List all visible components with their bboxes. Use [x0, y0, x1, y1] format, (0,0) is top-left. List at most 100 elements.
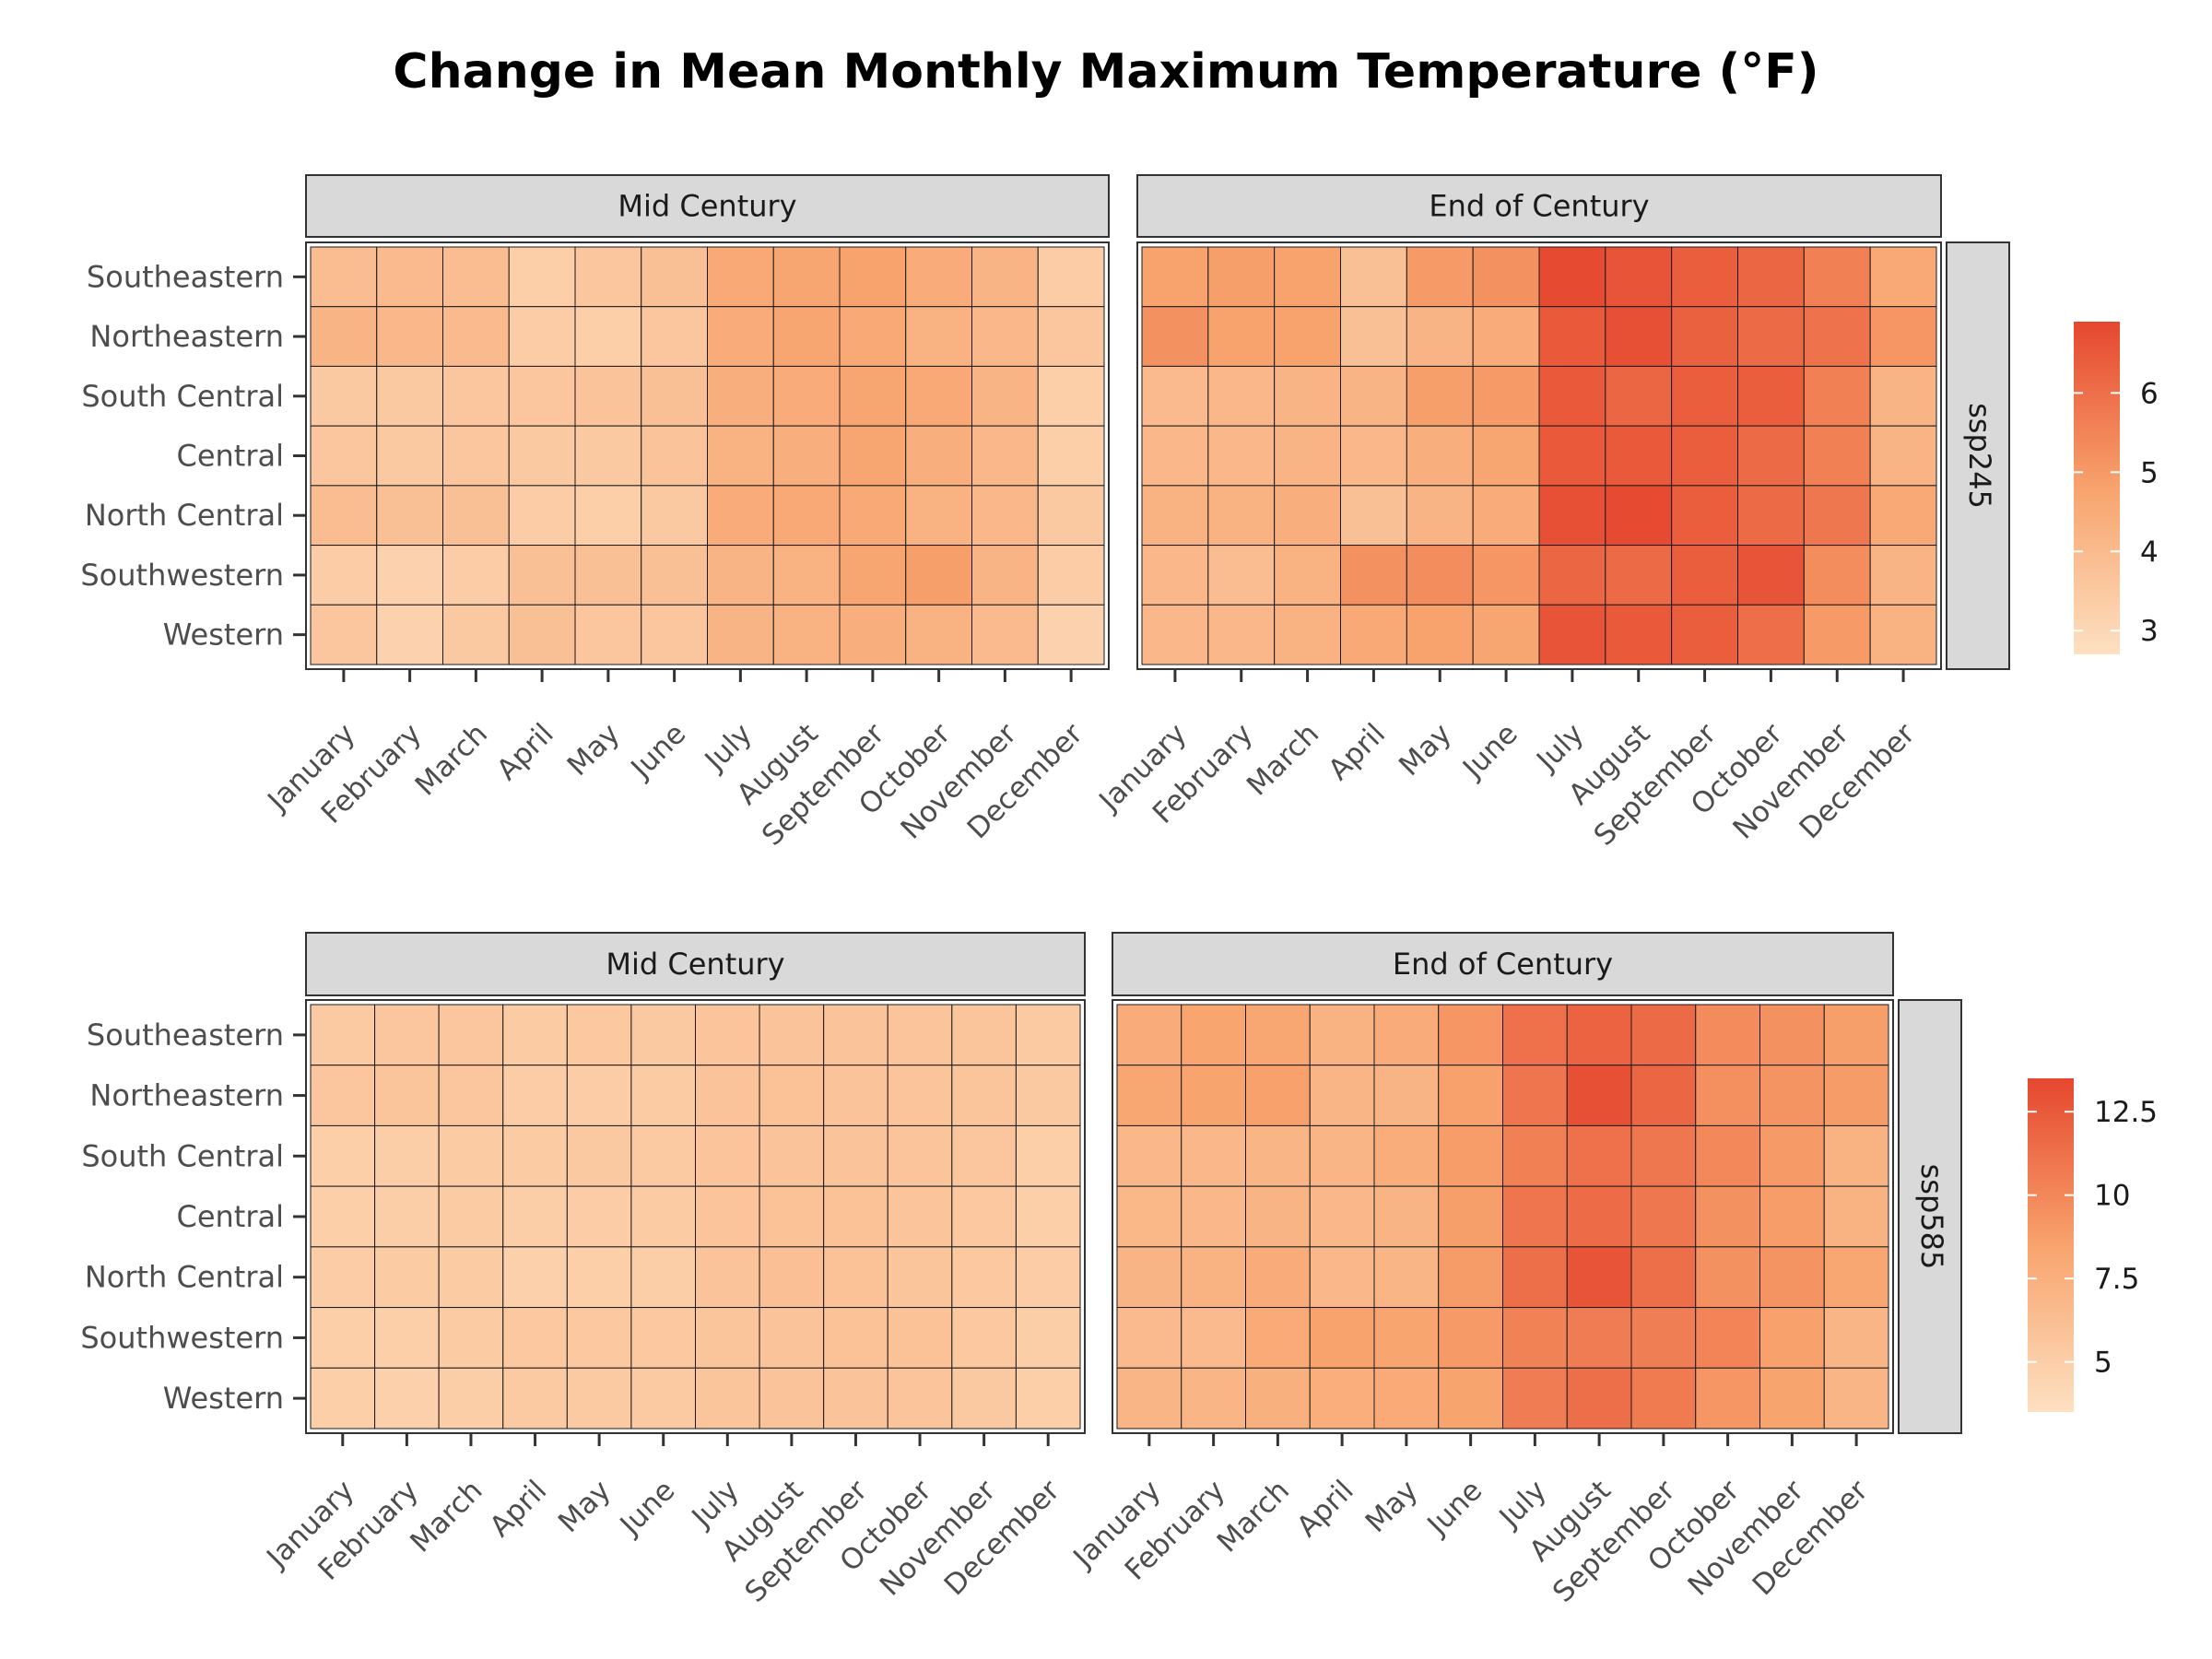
heatmap-cell-end-of-century-ssp585-western-october — [1695, 1367, 1760, 1430]
heatmap-cell-mid-century-ssp245-southeastern-january — [310, 246, 378, 308]
heatmap-cell-end-of-century-ssp245-north-central-march — [1274, 485, 1341, 547]
heatmap-cell-mid-century-ssp245-central-may — [574, 425, 642, 487]
heatmap-cell-end-of-century-ssp585-central-december — [1823, 1185, 1889, 1248]
heatmap-cell-end-of-century-ssp585-western-july — [1502, 1367, 1568, 1430]
heatmap-cell-mid-century-ssp585-south-central-may — [566, 1124, 632, 1187]
heatmap-cell-mid-century-ssp245-southwestern-october — [905, 545, 972, 606]
heatmap-cell-mid-century-ssp585-south-central-july — [695, 1124, 760, 1187]
heatmap-cell-end-of-century-ssp585-southwestern-november — [1759, 1307, 1825, 1369]
heatmap-cell-end-of-century-ssp245-southeastern-january — [1141, 246, 1209, 308]
heatmap-cell-mid-century-ssp585-southwestern-december — [1015, 1307, 1081, 1369]
heatmap-cell-end-of-century-ssp585-southwestern-march — [1245, 1307, 1311, 1369]
heatmap-cell-mid-century-ssp585-western-february — [374, 1367, 440, 1430]
heatmap-cell-end-of-century-ssp245-northeastern-july — [1538, 306, 1606, 367]
heatmap-cell-end-of-century-ssp585-southwestern-june — [1438, 1307, 1503, 1369]
heatmap-cell-end-of-century-ssp585-central-may — [1373, 1185, 1440, 1248]
row-strip-label-ssp585: ssp585 — [1914, 1164, 1949, 1270]
heatmap-cell-end-of-century-ssp585-western-december — [1823, 1367, 1889, 1430]
heatmap-cell-mid-century-ssp585-central-september — [823, 1185, 888, 1248]
heatmap-cell-end-of-century-ssp585-central-february — [1181, 1185, 1246, 1248]
heatmap-cell-end-of-century-ssp245-north-central-june — [1472, 485, 1540, 547]
heatmap-cell-end-of-century-ssp585-north-central-january — [1116, 1246, 1182, 1309]
heatmap-cell-end-of-century-ssp245-central-may — [1406, 425, 1474, 487]
heatmap-cell-mid-century-ssp245-central-december — [1037, 425, 1105, 487]
heatmap-cell-mid-century-ssp585-north-central-june — [630, 1246, 697, 1309]
heatmap-cell-mid-century-ssp585-northeastern-february — [374, 1065, 440, 1126]
heatmap-cell-end-of-century-ssp245-central-june — [1472, 425, 1540, 487]
heatmap-cell-mid-century-ssp245-southwestern-may — [574, 545, 642, 606]
facet-strip-mid-century-ssp585 — [305, 932, 1086, 996]
heatmap-cell-end-of-century-ssp585-northeastern-august — [1566, 1065, 1632, 1126]
row-strip-ssp245 — [1946, 241, 2010, 670]
heatmap-cell-mid-century-ssp585-northeastern-august — [759, 1065, 825, 1126]
y-tick-label-northeastern: Northeastern — [89, 1078, 284, 1113]
heatmap-cell-mid-century-ssp245-northeastern-september — [839, 306, 907, 367]
heatmap-cell-end-of-century-ssp245-south-central-september — [1671, 365, 1738, 427]
heatmap-cell-mid-century-ssp585-southwestern-october — [887, 1307, 953, 1369]
heatmap-cell-end-of-century-ssp245-central-march — [1274, 425, 1341, 487]
heatmap-cell-mid-century-ssp585-southwestern-february — [374, 1307, 440, 1369]
heatmap-cell-mid-century-ssp245-northeastern-july — [707, 306, 774, 367]
heatmap-cell-end-of-century-ssp245-western-march — [1274, 604, 1341, 665]
x-tick-label-june: June — [1455, 717, 1524, 786]
heatmap-cell-mid-century-ssp245-southeastern-december — [1037, 246, 1105, 308]
heatmap-cell-end-of-century-ssp245-western-january — [1141, 604, 1209, 665]
y-tick-label-south-central: South Central — [81, 1138, 284, 1173]
heatmap-cell-mid-century-ssp585-north-central-august — [759, 1246, 825, 1309]
heatmap-cell-mid-century-ssp585-central-august — [759, 1185, 825, 1248]
heatmap-cell-mid-century-ssp245-central-november — [971, 425, 1039, 487]
legend-tick-label: 7.5 — [2094, 1263, 2139, 1296]
heatmap-cell-end-of-century-ssp585-south-central-october — [1695, 1124, 1760, 1187]
heatmap-cell-mid-century-ssp245-north-central-march — [442, 485, 510, 547]
heatmap-cell-end-of-century-ssp245-northeastern-march — [1274, 306, 1341, 367]
heatmap-cell-end-of-century-ssp585-central-april — [1309, 1185, 1375, 1248]
heatmap-cell-mid-century-ssp245-western-february — [376, 604, 443, 665]
heatmap-cell-mid-century-ssp245-south-central-august — [772, 365, 841, 427]
heatmap-cell-mid-century-ssp585-north-central-november — [951, 1246, 1017, 1309]
heatmap-cell-end-of-century-ssp245-central-august — [1605, 425, 1673, 487]
heatmap-cell-mid-century-ssp245-central-june — [641, 425, 708, 487]
heatmap-cell-end-of-century-ssp245-south-central-january — [1141, 365, 1209, 427]
facet-strip-mid-century-ssp245 — [305, 174, 1110, 238]
heatmap-cell-end-of-century-ssp245-central-april — [1340, 425, 1407, 487]
heatmap-cell-end-of-century-ssp245-southwestern-september — [1671, 545, 1738, 606]
heatmap-cell-end-of-century-ssp245-north-central-september — [1671, 485, 1738, 547]
heatmap-cell-mid-century-ssp245-western-june — [641, 604, 708, 665]
heatmap-cell-mid-century-ssp585-western-october — [887, 1367, 953, 1430]
heatmap-cell-end-of-century-ssp245-central-january — [1141, 425, 1209, 487]
heatmap-cell-mid-century-ssp585-south-central-september — [823, 1124, 888, 1187]
heatmap-cell-end-of-century-ssp245-southwestern-october — [1737, 545, 1805, 606]
heatmap-cell-end-of-century-ssp585-western-march — [1245, 1367, 1311, 1430]
heatmap-cell-mid-century-ssp245-northeastern-march — [442, 306, 510, 367]
y-tick-label-western: Western — [163, 1381, 284, 1416]
heatmap-cell-end-of-century-ssp585-north-central-september — [1630, 1246, 1697, 1309]
heatmap-cell-end-of-century-ssp585-northeastern-february — [1181, 1065, 1246, 1126]
heatmap-cell-mid-century-ssp585-north-central-january — [310, 1246, 376, 1309]
legend-tick-label: 4 — [2140, 535, 2159, 569]
heatmap-cell-end-of-century-ssp245-south-central-october — [1737, 365, 1805, 427]
heatmap-cell-end-of-century-ssp245-southwestern-april — [1340, 545, 1407, 606]
heatmap-cell-end-of-century-ssp245-northeastern-april — [1340, 306, 1407, 367]
heatmap-cell-mid-century-ssp585-north-central-march — [438, 1246, 504, 1309]
heatmap-cell-end-of-century-ssp585-south-central-november — [1759, 1124, 1825, 1187]
heatmap-cell-end-of-century-ssp245-central-july — [1538, 425, 1606, 487]
heatmap-cell-mid-century-ssp585-central-november — [951, 1185, 1017, 1248]
heatmap-cell-end-of-century-ssp585-western-november — [1759, 1367, 1825, 1430]
facet-label-end-of-century-ssp585: End of Century — [1393, 947, 1613, 982]
heatmap-cell-mid-century-ssp245-northeastern-december — [1037, 306, 1105, 367]
heatmap-cell-end-of-century-ssp245-south-central-may — [1406, 365, 1474, 427]
heatmap-cell-end-of-century-ssp585-northeastern-may — [1373, 1065, 1440, 1126]
heatmap-cell-end-of-century-ssp245-northeastern-may — [1406, 306, 1474, 367]
heatmap-cell-end-of-century-ssp585-south-central-april — [1309, 1124, 1375, 1187]
y-tick-label-southeastern: Southeastern — [87, 259, 284, 294]
heatmap-cell-mid-century-ssp585-southwestern-july — [695, 1307, 760, 1369]
heatmap-cell-end-of-century-ssp585-central-october — [1695, 1185, 1760, 1248]
heatmap-cell-mid-century-ssp585-northeastern-june — [630, 1065, 697, 1126]
heatmap-cell-end-of-century-ssp245-central-december — [1869, 425, 1937, 487]
heatmap-cell-end-of-century-ssp245-southeastern-october — [1737, 246, 1805, 308]
heatmap-cell-mid-century-ssp245-southwestern-january — [310, 545, 378, 606]
heatmap-cell-mid-century-ssp585-south-central-january — [310, 1124, 376, 1187]
heatmap-cell-mid-century-ssp245-south-central-february — [376, 365, 443, 427]
heatmap-cell-end-of-century-ssp245-western-june — [1472, 604, 1540, 665]
heatmap-cell-end-of-century-ssp585-central-january — [1116, 1185, 1182, 1248]
